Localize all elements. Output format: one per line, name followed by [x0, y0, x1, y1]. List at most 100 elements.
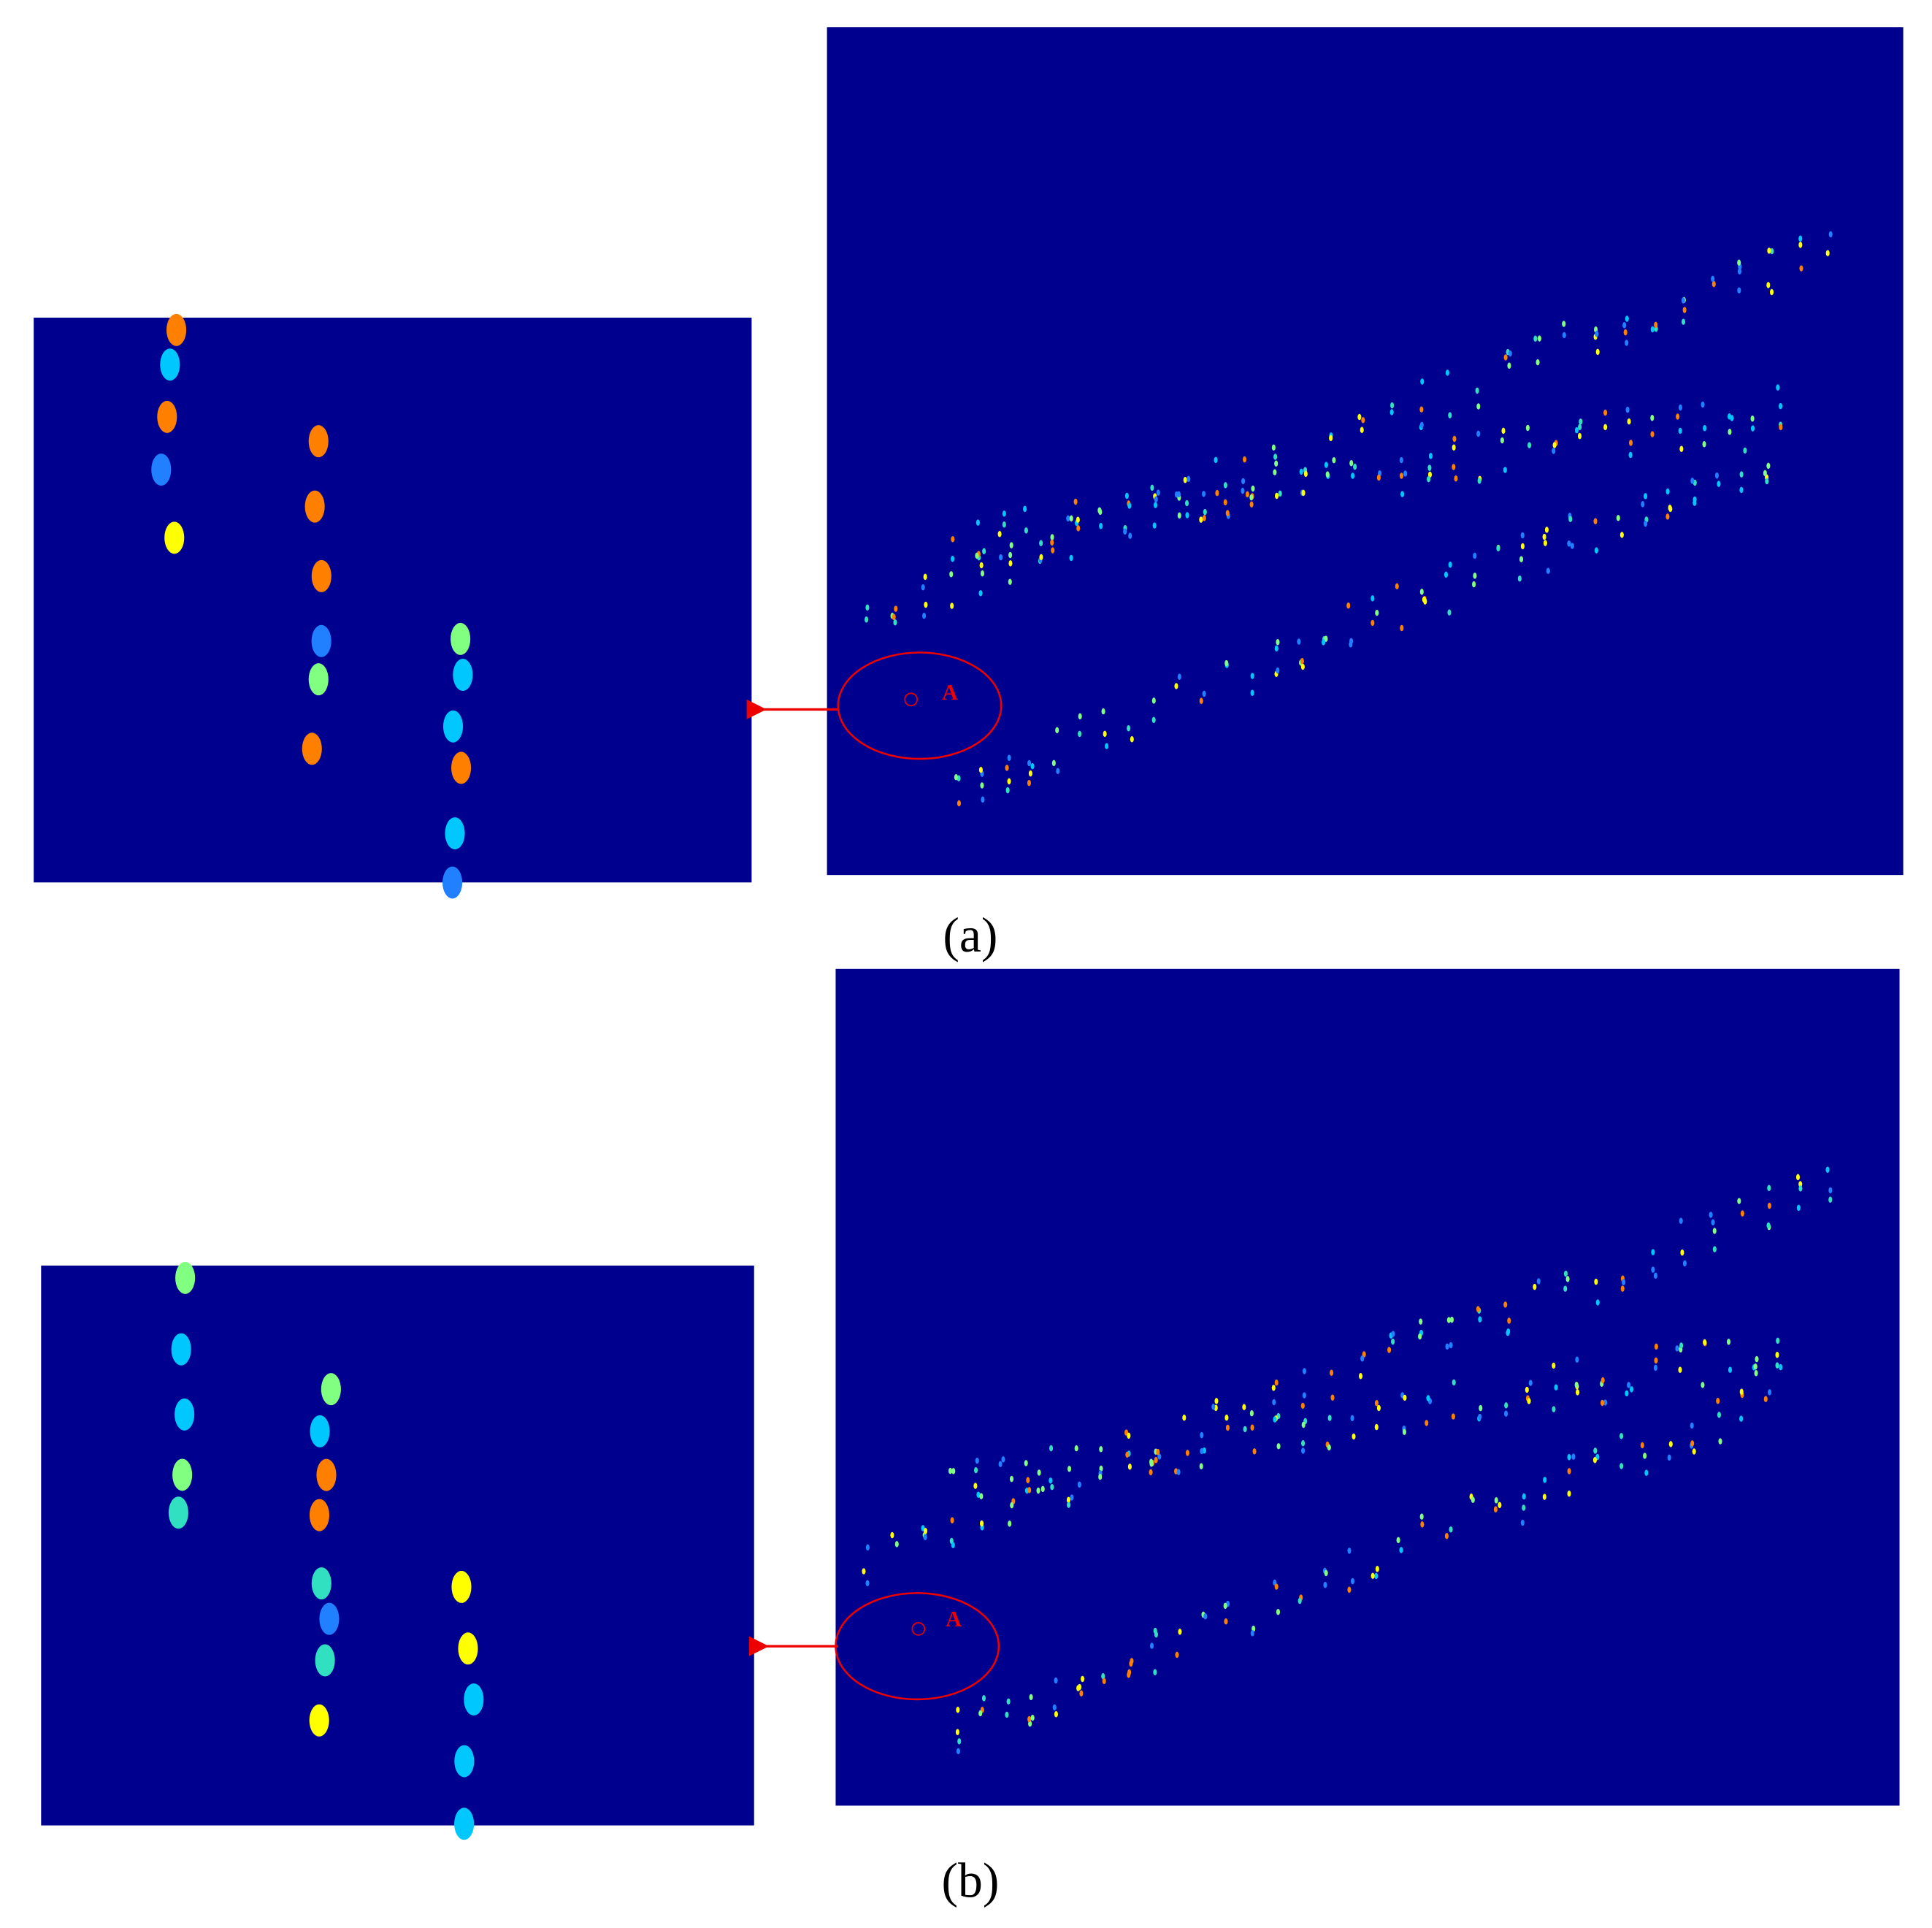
scatter-point: [1493, 1506, 1498, 1512]
scatter-point: [1225, 510, 1230, 516]
scatter-point: [1517, 575, 1522, 582]
scatter-point: [1552, 448, 1556, 454]
scatter-point: [1653, 1364, 1657, 1372]
scatter-point: [1223, 482, 1227, 489]
scatter-point: [1571, 1453, 1576, 1460]
scatter-point: [1714, 472, 1719, 479]
scatter-point: [157, 400, 177, 433]
scatter-point: [1522, 1504, 1526, 1511]
scatter-point: [1178, 1629, 1182, 1635]
scatter-point: [1527, 442, 1532, 448]
scatter-point: [1449, 1342, 1453, 1349]
scatter-point: [1476, 1306, 1480, 1312]
scatter-point: [1077, 1481, 1081, 1488]
scatter-point: [1376, 474, 1381, 481]
scatter-point: [160, 348, 180, 381]
scatter-point: [1008, 578, 1012, 585]
scatter-point: [1643, 493, 1648, 500]
scatter-point: [1501, 427, 1506, 435]
scatter-point: [865, 604, 870, 611]
scatter-point: [1177, 673, 1181, 680]
scatter-point: [451, 751, 472, 784]
target-circle: [904, 692, 918, 707]
scatter-point: [1477, 478, 1481, 484]
scatter-point: [1770, 248, 1774, 255]
scatter-point: [168, 1496, 188, 1529]
scatter-point: [951, 556, 955, 562]
scatter-point: [1681, 318, 1686, 325]
scatter-point: [1361, 417, 1365, 424]
scatter-point: [1223, 1602, 1227, 1610]
scatter-point: [957, 1738, 962, 1745]
scatter-point: [1595, 348, 1600, 356]
scatter-point: [1153, 1669, 1157, 1675]
scatter-point: [1426, 1395, 1430, 1401]
scatter-point: [1620, 1285, 1625, 1292]
scatter-point: [1563, 1285, 1568, 1292]
scatter-point: [1668, 505, 1673, 513]
scatter-point: [1419, 1513, 1424, 1520]
panel-label: (a): [943, 908, 997, 963]
scatter-point: [1623, 329, 1628, 336]
scatter-point: [1360, 426, 1364, 434]
scatter-point: [1054, 1677, 1058, 1684]
scatter-point: [1779, 1363, 1783, 1371]
scatter-point: [1779, 402, 1783, 410]
scatter-point: [1330, 1369, 1334, 1376]
scatter-point: [1008, 1520, 1012, 1527]
scatter-point: [1595, 1299, 1600, 1306]
marker-label: A: [946, 1607, 962, 1631]
scatter-point: [1182, 1415, 1187, 1421]
scatter-point: [978, 590, 983, 597]
scatter-point: [1403, 470, 1408, 477]
scatter-point: [1717, 1412, 1722, 1418]
scatter-point: [1097, 507, 1102, 514]
scatter-point: [1665, 513, 1670, 520]
scatter-point: [1444, 571, 1449, 578]
scatter-point: [1682, 307, 1687, 313]
scatter-point: [1008, 551, 1013, 559]
scatter-point: [1750, 425, 1755, 432]
scatter-point: [1250, 689, 1254, 697]
scatter-point: [1300, 658, 1304, 665]
scatter-point: [1625, 1390, 1629, 1397]
scatter-point: [1324, 462, 1328, 468]
scatter-point: [1419, 589, 1424, 595]
scatter-point: [1682, 1260, 1687, 1267]
scatter-point: [1200, 1447, 1204, 1455]
scatter-point: [1478, 1316, 1482, 1323]
scatter-point: [975, 1457, 979, 1464]
scatter-point: [1030, 1714, 1035, 1721]
scatter-point: [1575, 1356, 1579, 1363]
scatter-point: [1690, 1422, 1694, 1429]
scatter-point: [1184, 500, 1189, 507]
scatter-point: [1010, 1502, 1014, 1509]
scatter-point: [1176, 491, 1181, 498]
scatter-point: [1680, 1249, 1684, 1256]
scatter-point: [1027, 1487, 1032, 1493]
scatter-point: [1154, 1456, 1158, 1464]
scatter-point: [1500, 437, 1504, 444]
scatter-point: [1650, 431, 1655, 437]
scatter-point: [1055, 727, 1059, 734]
scatter-point: [1037, 1469, 1041, 1476]
scatter-point: [1002, 521, 1006, 528]
scatter-point: [1709, 1212, 1713, 1218]
scatter-point: [1519, 556, 1524, 562]
scatter-point: [1444, 1533, 1449, 1539]
scatter-point: [1577, 432, 1582, 440]
scatter-point: [999, 554, 1003, 561]
target-circle: [911, 1622, 926, 1636]
scatter-point: [1625, 406, 1630, 413]
scatter-point: [1374, 1423, 1379, 1431]
scatter-point: [1203, 1613, 1208, 1620]
scatter-point: [308, 425, 329, 458]
scatter-point: [980, 1520, 984, 1527]
scatter-point: [1643, 1453, 1647, 1459]
scatter-point: [1276, 667, 1280, 674]
scatter-point: [1423, 598, 1427, 605]
scatter-point: [1036, 1487, 1040, 1494]
scatter-point: [1679, 445, 1684, 452]
scatter-point: [1795, 1174, 1801, 1181]
scatter-point: [1739, 1388, 1744, 1395]
